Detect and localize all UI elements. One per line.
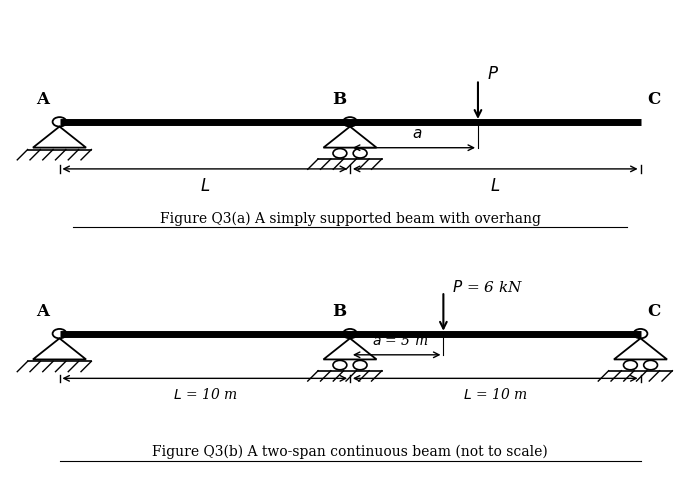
Text: $L$: $L$ [490,178,500,195]
Text: A: A [36,303,49,319]
Text: $a$: $a$ [412,126,423,141]
Text: $P$ = 6 kN: $P$ = 6 kN [452,279,524,295]
Text: C: C [648,91,661,108]
Text: B: B [332,303,346,319]
Text: Figure Q3(b) A two-span continuous beam (not to scale): Figure Q3(b) A two-span continuous beam … [152,445,548,459]
Text: $L$: $L$ [199,178,210,195]
Text: $a$ = 5 m: $a$ = 5 m [372,333,428,348]
Text: Figure Q3(a) A simply supported beam with overhang: Figure Q3(a) A simply supported beam wit… [160,211,540,226]
Text: B: B [332,91,346,108]
Text: $L$ = 10 m: $L$ = 10 m [172,387,237,402]
Text: $L$ = 10 m: $L$ = 10 m [463,387,528,402]
Text: C: C [648,303,661,319]
Text: $P$: $P$ [487,66,499,83]
Text: A: A [36,91,49,108]
